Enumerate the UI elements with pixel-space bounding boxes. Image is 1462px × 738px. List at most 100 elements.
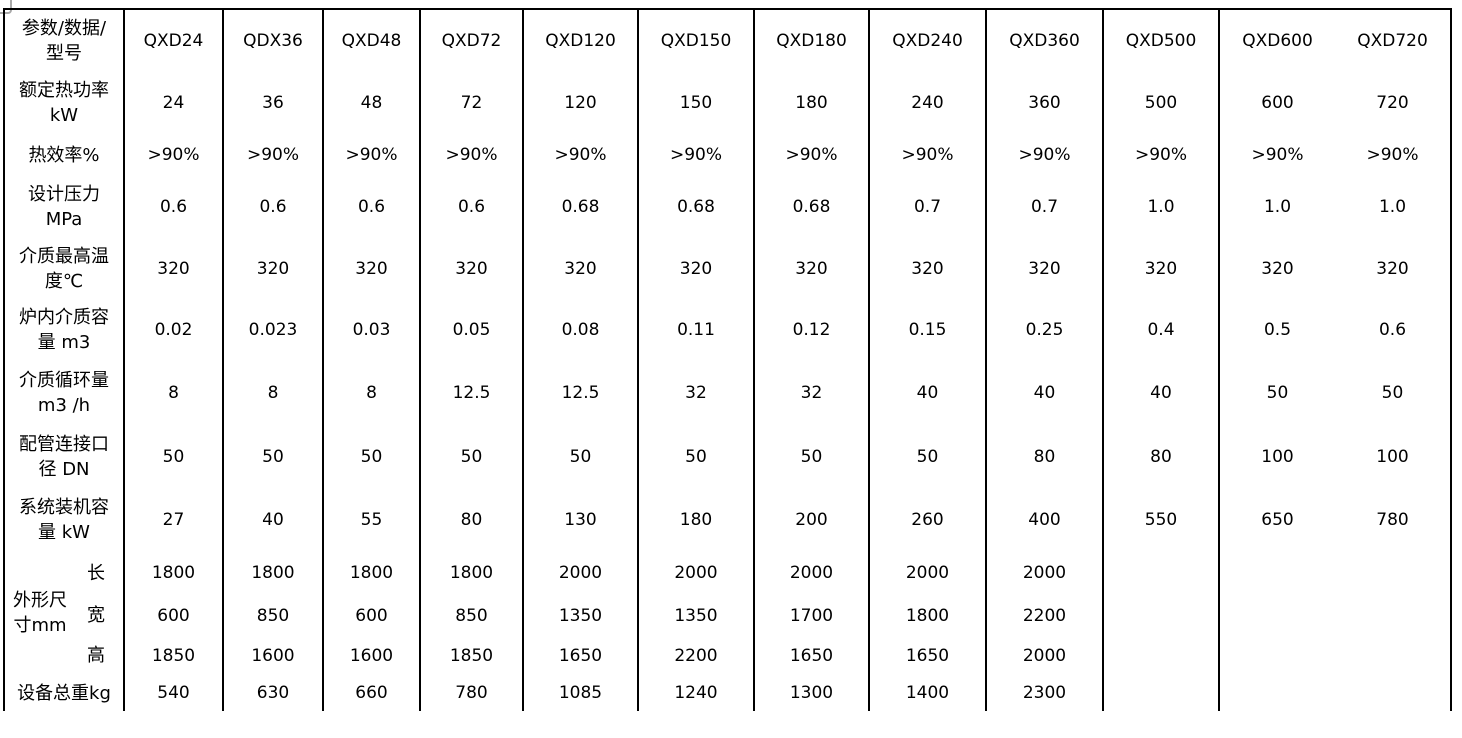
table-cell: 1800: [124, 551, 224, 595]
row-label-line: 系统装机容: [19, 496, 109, 518]
table-cell: 1800: [223, 551, 324, 595]
table-cell: 100: [1261, 446, 1294, 467]
table-cell: 320: [223, 238, 324, 299]
table-cell: 50: [523, 425, 639, 488]
table-cell: 8: [124, 361, 224, 425]
table-cell: >90%: [1251, 145, 1304, 165]
table-cell: 2000: [986, 551, 1104, 595]
table-cell: 320: [323, 238, 421, 299]
table-cell: 1800: [323, 551, 421, 595]
table-cell: 320: [1103, 238, 1220, 299]
table-cell: 32: [638, 361, 755, 425]
table-cell: 0.05: [420, 299, 524, 361]
table-cell: 40: [986, 361, 1104, 425]
dimensions-label: 外形尺寸mm: [5, 551, 75, 675]
table-row: 额定热功率 kW 24 36 48 72 120 150 180 240 360 500 600 720: [4, 71, 1452, 134]
table-cell: >90%: [1103, 134, 1220, 176]
table-cell: 0.6: [323, 176, 421, 238]
row-label-line: 额定热功率: [19, 79, 109, 101]
dim-sub-label: 长: [87, 562, 105, 584]
table-cell: 240: [869, 71, 987, 134]
table-cell: 0.6: [1335, 299, 1452, 361]
table-cell: 12.5: [523, 361, 639, 425]
table-cell: 8: [223, 361, 324, 425]
table-cell: 1300: [754, 675, 870, 711]
table-cell: 72: [420, 71, 524, 134]
table-cell: 2300: [986, 675, 1104, 711]
table-cell: 0.6: [420, 176, 524, 238]
table-cell: 320: [523, 238, 639, 299]
row-label: 炉内介质容量 m3: [4, 299, 125, 361]
row-label: 介质最高温 度℃: [4, 238, 125, 299]
dim-sub-label: 宽: [87, 605, 105, 626]
table-cell: 320: [420, 238, 524, 299]
table-cell: 1600: [323, 636, 421, 675]
column-header: QXD240: [869, 9, 987, 71]
table-cell: [1103, 595, 1220, 636]
table-cell: 50: [420, 425, 524, 488]
row-label-line: 介质循环量: [19, 370, 109, 391]
table-cell: 0.25: [986, 299, 1104, 361]
table-cell: [1219, 675, 1335, 711]
dimensions-label-wrap: 外形尺寸mm 长宽高: [5, 551, 122, 675]
table-cell: 260: [869, 488, 987, 551]
table-cell: [1219, 636, 1335, 675]
table-cell: 27: [124, 488, 224, 551]
row-label-line: m3 /h: [37, 395, 91, 416]
dimensions-label-line: 寸mm: [13, 615, 67, 636]
row-label-line: 量 m3: [37, 332, 91, 353]
table-cell: 50: [1266, 383, 1289, 403]
table-cell: 80: [420, 488, 524, 551]
table-cell: 1.0: [1103, 176, 1220, 238]
table-cell: 850: [420, 595, 524, 636]
table-cell: 0.6: [223, 176, 324, 238]
column-header: QXD360: [986, 9, 1104, 71]
table-row: 系统装机容量 kW 27 40 55 80 130 180 200 260 400 550 650 78…: [4, 488, 1452, 551]
table-cell: 2200: [986, 595, 1104, 636]
row-label-line: 径 DN: [38, 458, 90, 480]
dim-sub-label: 高: [87, 645, 105, 666]
dimensions-label-line: 外形尺: [13, 590, 67, 611]
table-cell: 2200: [638, 636, 755, 675]
corner-header-cell: 参数/数据/型号: [4, 9, 125, 71]
table-cell: 2000: [754, 551, 870, 595]
table-cell: 1085: [523, 675, 639, 711]
table-cell: 320: [1261, 258, 1294, 279]
table-cell: 2000: [869, 551, 987, 595]
column-header: QXD48: [323, 9, 421, 71]
table-cell: 550: [1103, 488, 1220, 551]
table-cell: 0.023: [223, 299, 324, 361]
table-cell: 40: [1103, 361, 1220, 425]
table-row: 介质循环量 m3 /h 8 8 8 12.5 12.5 32 32 40 40 40 50 50: [4, 361, 1452, 425]
table-cell: 0.02: [124, 299, 224, 361]
table-cell: 40: [223, 488, 324, 551]
table-cell: 0.68: [638, 176, 755, 238]
table-cell: >90%: [523, 134, 639, 176]
table-cell: 1350: [523, 595, 639, 636]
table-cell: 12.5: [420, 361, 524, 425]
table-cell: 0.12: [754, 299, 870, 361]
table-cell: 180: [754, 71, 870, 134]
table-cell: 1.0: [1263, 197, 1292, 217]
table-cell: 0.15: [869, 299, 987, 361]
table-cell: 100: [1335, 425, 1452, 488]
table-cell: 80: [1103, 425, 1220, 488]
boiler-spec-table: 参数/数据/型号 QXD24 QDX36 QXD48 QXD72 QXD120 QXD150…: [3, 8, 1452, 711]
table-cell: 320: [986, 238, 1104, 299]
column-header: QXD150: [638, 9, 755, 71]
table-cell: [1219, 551, 1335, 595]
row-label-line: 设备总重kg: [17, 682, 111, 704]
table-cell: 0.7: [986, 176, 1104, 238]
table-row: 介质最高温 度℃ 320 320 320 320 320 320 320 320 320 320 320…: [4, 238, 1452, 299]
table-row: 炉内介质容量 m3 0.02 0.023 0.03 0.05 0.08 0.11 0.12 0.…: [4, 299, 1452, 361]
table-cell: 1350: [638, 595, 755, 636]
table-cell: 50: [323, 425, 421, 488]
table-cell: 50: [869, 425, 987, 488]
table-cell: 1650: [523, 636, 639, 675]
column-header: QXD24: [124, 9, 224, 71]
row-label-line: 度℃: [44, 270, 84, 292]
table-cell: 1700: [754, 595, 870, 636]
table-cell: >90%: [986, 134, 1104, 176]
table-cell: 0.03: [323, 299, 421, 361]
table-cell: >90%: [754, 134, 870, 176]
